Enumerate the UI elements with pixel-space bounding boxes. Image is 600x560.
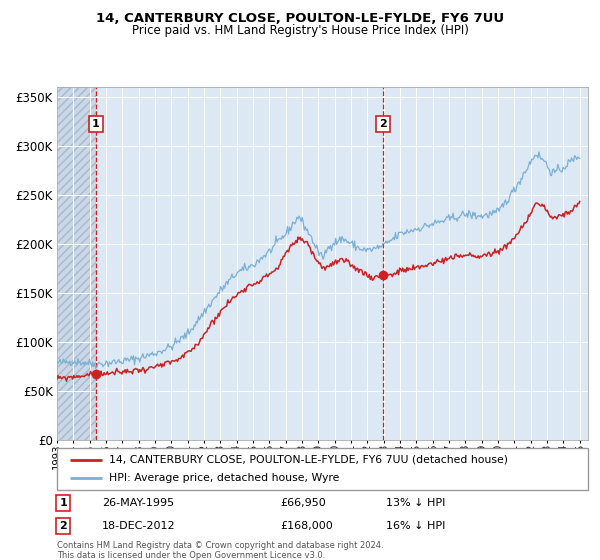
Text: 13% ↓ HPI: 13% ↓ HPI <box>386 498 446 508</box>
Text: 14, CANTERBURY CLOSE, POULTON-LE-FYLDE, FY6 7UU (detached house): 14, CANTERBURY CLOSE, POULTON-LE-FYLDE, … <box>109 455 508 465</box>
Text: Price paid vs. HM Land Registry's House Price Index (HPI): Price paid vs. HM Land Registry's House … <box>131 24 469 36</box>
Text: 14, CANTERBURY CLOSE, POULTON-LE-FYLDE, FY6 7UU: 14, CANTERBURY CLOSE, POULTON-LE-FYLDE, … <box>96 12 504 25</box>
Text: 26-MAY-1995: 26-MAY-1995 <box>102 498 174 508</box>
Text: HPI: Average price, detached house, Wyre: HPI: Average price, detached house, Wyre <box>109 473 340 483</box>
Bar <box>57 87 96 440</box>
Text: 16% ↓ HPI: 16% ↓ HPI <box>386 521 446 531</box>
Text: 18-DEC-2012: 18-DEC-2012 <box>102 521 176 531</box>
Text: Contains HM Land Registry data © Crown copyright and database right 2024.
This d: Contains HM Land Registry data © Crown c… <box>57 541 383 560</box>
Text: £66,950: £66,950 <box>280 498 326 508</box>
Text: 1: 1 <box>92 119 100 129</box>
Text: 2: 2 <box>59 521 67 531</box>
FancyBboxPatch shape <box>57 448 588 490</box>
Text: £168,000: £168,000 <box>280 521 333 531</box>
Text: 1: 1 <box>59 498 67 508</box>
Text: 2: 2 <box>379 119 387 129</box>
